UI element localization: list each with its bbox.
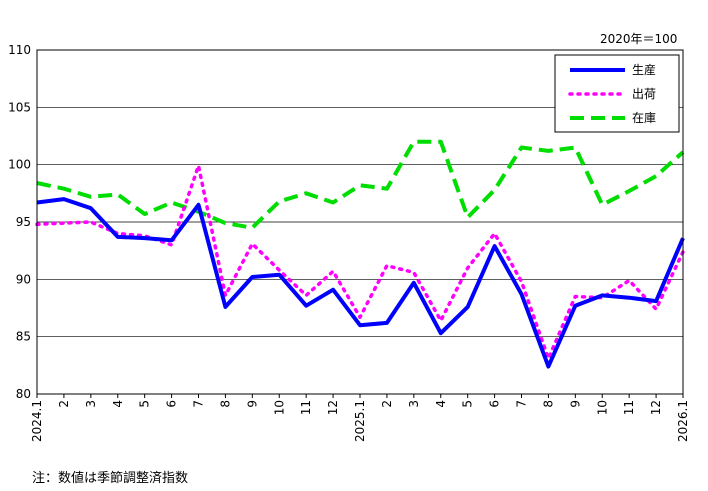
x-tick-label: 9 — [568, 400, 582, 408]
series-lines — [35, 139, 685, 369]
x-tick-label: 12 — [649, 400, 663, 415]
x-tick-label: 7 — [515, 400, 529, 408]
x-tick-label: 2 — [57, 400, 71, 408]
unit-label: 2020年＝100 — [600, 32, 678, 46]
x-tick-label: 2024.1 — [30, 400, 44, 442]
series-line-在庫 — [36, 139, 685, 230]
x-tick-label: 11 — [622, 400, 636, 415]
x-axis-ticks: 2024.1 2 3 4 5 6 7 8 9 10 11 12 2025.1 2 3 4 5 6 7 8 9 10 11 12… — [30, 394, 690, 442]
legend-label: 在庫 — [632, 111, 656, 125]
x-tick-label: 10 — [595, 400, 609, 415]
y-tick-label: 85 — [16, 330, 31, 344]
series-line-出荷 — [35, 164, 685, 361]
footnote: 注：数値は季節調整済指数 — [32, 471, 189, 486]
x-tick-label: 2026.1 — [676, 400, 690, 442]
x-tick-label: 8 — [541, 400, 555, 408]
y-axis-ticks: 80 85 90 95 100 105 110 — [8, 43, 31, 401]
x-tick-label: 8 — [218, 400, 232, 408]
x-tick-label: 4 — [434, 400, 448, 408]
x-tick-label: 11 — [299, 400, 313, 415]
x-tick-label: 12 — [326, 400, 340, 415]
x-tick-label: 3 — [407, 400, 421, 408]
x-tick-label: 3 — [84, 400, 98, 408]
y-tick-label: 95 — [16, 215, 31, 229]
x-tick-label: 6 — [165, 400, 179, 408]
y-tick-label: 80 — [16, 387, 31, 401]
legend-label: 生産 — [632, 62, 656, 77]
series-line-生産 — [36, 197, 685, 369]
x-tick-label: 5 — [461, 400, 475, 408]
x-tick-label: 10 — [272, 400, 286, 415]
x-tick-label: 5 — [138, 400, 152, 408]
x-tick-label: 7 — [192, 400, 206, 408]
legend-label: 出荷 — [632, 87, 656, 101]
x-tick-label: 6 — [488, 400, 502, 408]
y-tick-label: 105 — [8, 100, 31, 114]
y-tick-label: 100 — [8, 158, 31, 172]
y-tick-label: 90 — [16, 272, 31, 286]
x-tick-label: 2 — [380, 400, 394, 408]
x-tick-label: 4 — [111, 400, 125, 408]
x-tick-label: 2025.1 — [353, 400, 367, 442]
plot-frame — [36, 49, 684, 395]
y-tick-label: 110 — [8, 43, 31, 57]
x-tick-label: 9 — [245, 400, 259, 408]
